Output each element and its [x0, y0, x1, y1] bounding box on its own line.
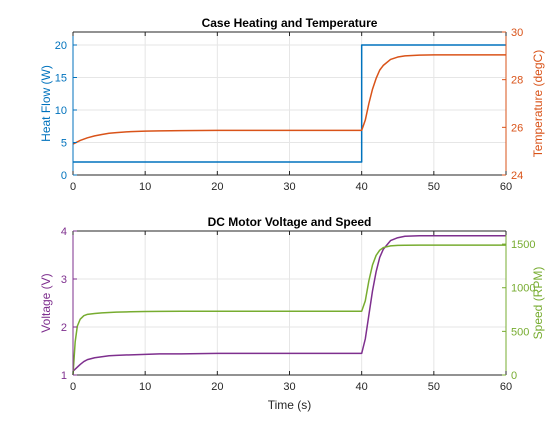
- x-axis-label: Time (s): [268, 398, 312, 412]
- left-y-tick-label: 0: [61, 170, 67, 182]
- right-y-tick-label: 26: [511, 122, 523, 134]
- x-tick-label: 30: [283, 381, 295, 393]
- x-tick-label: 20: [211, 381, 223, 393]
- left-y-tick-label: 15: [55, 73, 67, 85]
- x-tick-label: 50: [428, 381, 440, 393]
- chart-title: Case Heating and Temperature: [202, 16, 378, 30]
- right-y-axis-label: Speed (RPM): [531, 267, 545, 340]
- left-y-tick-label: 1: [61, 370, 67, 382]
- right-y-tick-label: 500: [511, 326, 529, 338]
- right-y-tick-label: 28: [511, 75, 523, 87]
- series-2-line: [72, 244, 506, 376]
- right-y-tick-label: 0: [511, 370, 517, 382]
- chart-title: DC Motor Voltage and Speed: [208, 215, 372, 229]
- x-tick-label: 0: [70, 181, 76, 193]
- x-tick-label: 60: [500, 181, 512, 193]
- right-y-axis-label: Temperature (degC): [531, 50, 545, 157]
- x-tick-label: 60: [500, 381, 512, 393]
- subplot-1: 0 10 20 30 40 50 60 0 5 10 15 20 24 26 28 30 Case Heatin…: [39, 16, 545, 193]
- series-2-line: [72, 54, 506, 145]
- left-y-tick-label: 2: [61, 322, 67, 334]
- left-y-tick-label: 3: [61, 274, 67, 286]
- x-tick-label: 40: [356, 181, 368, 193]
- right-y-tick-label: 1000: [511, 283, 535, 295]
- x-tick-label: 10: [139, 181, 151, 193]
- left-y-tick-label: 4: [61, 226, 67, 238]
- right-y-tick-label: 30: [511, 27, 523, 39]
- left-y-tick-label: 20: [55, 40, 67, 52]
- left-y-axis-label: Heat Flow (W): [39, 65, 53, 142]
- x-tick-label: 40: [356, 381, 368, 393]
- series-1-line: [72, 235, 506, 372]
- x-tick-label: 20: [211, 181, 223, 193]
- right-y-tick-label: 24: [511, 170, 523, 182]
- x-tick-label: 30: [283, 181, 295, 193]
- x-tick-label: 0: [70, 381, 76, 393]
- left-y-tick-label: 5: [61, 138, 67, 150]
- x-tick-label: 10: [139, 381, 151, 393]
- left-y-axis-label: Voltage (V): [39, 273, 53, 332]
- x-tick-label: 50: [428, 181, 440, 193]
- left-y-tick-label: 10: [55, 105, 67, 117]
- series-1-line: [73, 44, 506, 163]
- right-y-tick-label: 1500: [511, 239, 535, 251]
